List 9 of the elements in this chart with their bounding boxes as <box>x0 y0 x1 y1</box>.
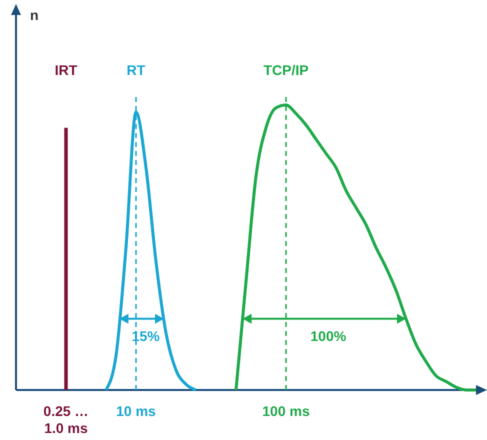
x-tick-label: 100 ms <box>262 403 310 419</box>
text: n <box>30 7 39 23</box>
text: IRT <box>54 62 78 78</box>
annotation: 100% <box>310 328 347 344</box>
x-tick-label: 0.25 … 1.0 ms <box>43 403 89 436</box>
x-tick-label: 10 ms <box>116 403 156 419</box>
annotation: 15% <box>132 328 160 344</box>
text: TCP/IP <box>263 62 309 78</box>
text: RT <box>126 62 146 78</box>
